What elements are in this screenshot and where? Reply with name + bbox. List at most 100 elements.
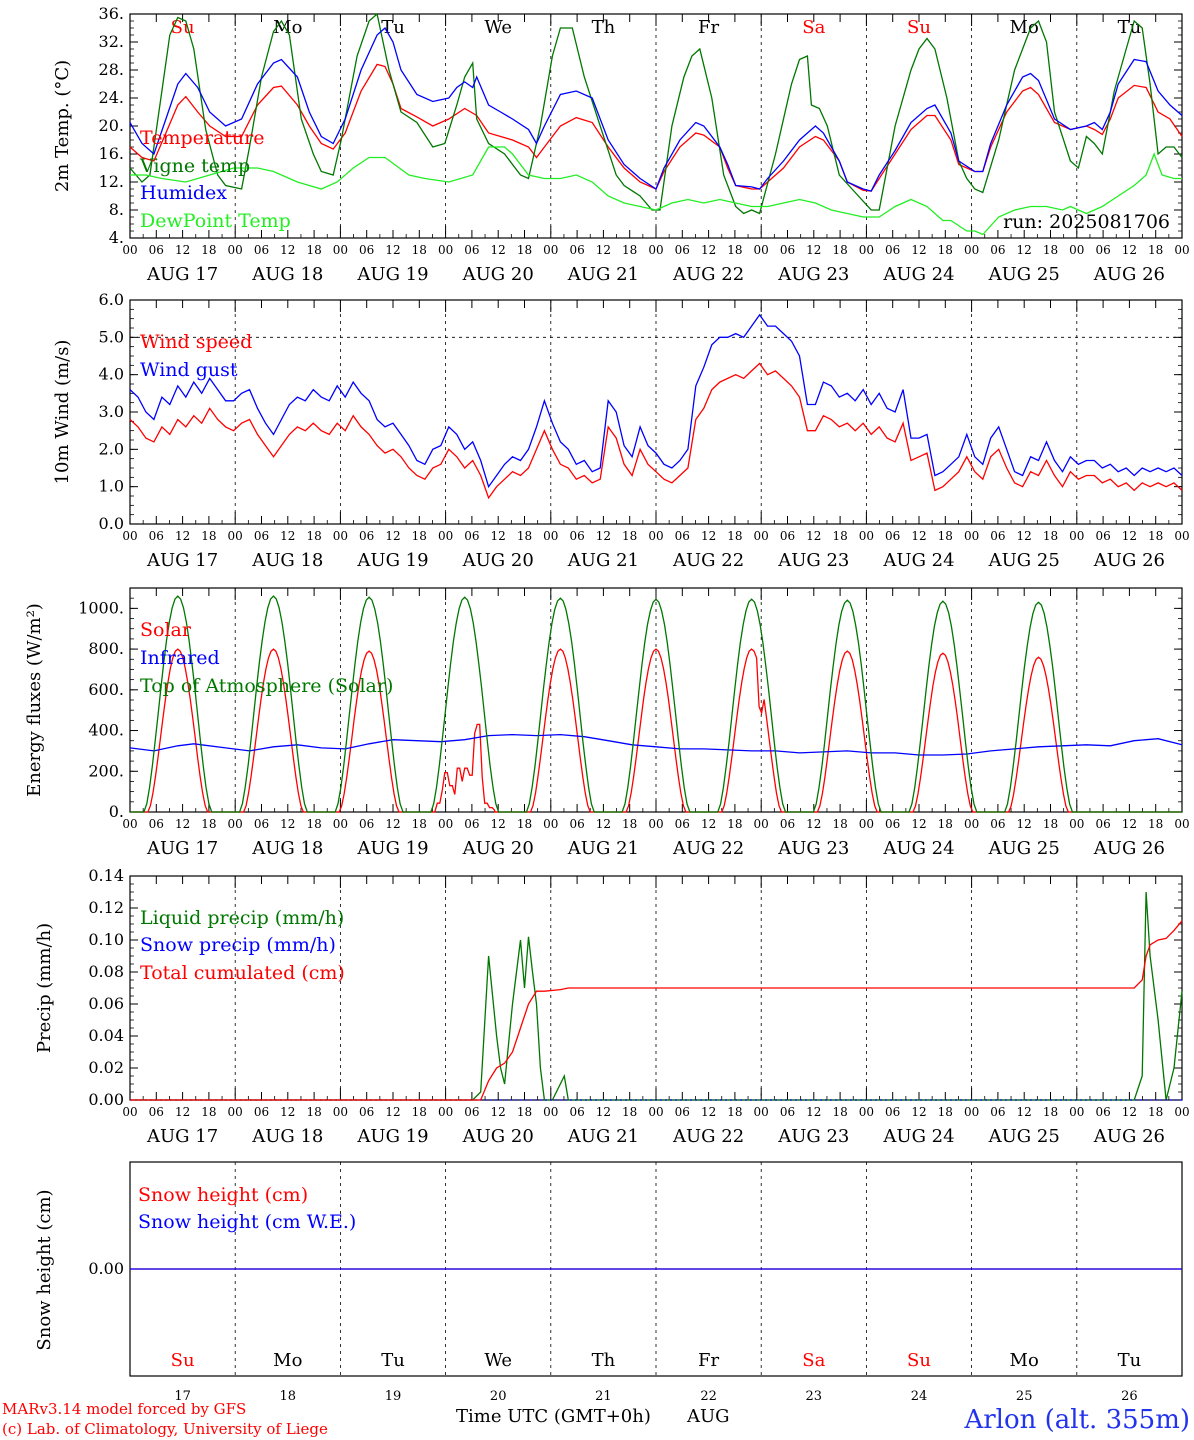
date-label: AUG 19 [356, 550, 428, 571]
hour-tick-label: 12 [280, 1105, 295, 1119]
y-tick-label: 0.00 [88, 1259, 124, 1278]
series-line-vigne-temp [129, 12, 1183, 215]
y-tick-label: 6.0 [99, 290, 124, 309]
hour-tick-label: 12 [911, 1105, 926, 1119]
weekday-label: Mo [273, 17, 302, 38]
hour-tick-label: 00 [1174, 817, 1189, 831]
y-tick-label: 28. [99, 60, 124, 79]
date-label: AUG 22 [672, 264, 744, 285]
y-tick-label: 32. [99, 32, 124, 51]
date-label: AUG 19 [356, 838, 428, 859]
hour-tick-label: 18 [412, 529, 427, 543]
hour-tick-label: 06 [675, 243, 690, 257]
hour-tick-label: 12 [280, 529, 295, 543]
date-label: AUG 22 [672, 838, 744, 859]
precip-series [130, 891, 1183, 1101]
weekday-label: Th [592, 17, 616, 38]
hour-tick-label: 00 [333, 529, 348, 543]
legend-liquid-precip: Liquid precip (mm/h) [140, 907, 344, 929]
hour-tick-label: 00 [122, 529, 137, 543]
hour-tick-label: 00 [648, 529, 663, 543]
energy-y-axis: 0. 200. 400. 600. 800. 1000. [78, 587, 1182, 821]
weekday-label: We [484, 17, 512, 38]
date-label: AUG 24 [882, 1126, 954, 1147]
hour-tick-label: 06 [254, 1105, 269, 1119]
hour-tick-label: 00 [438, 243, 453, 257]
hour-tick-label: 06 [359, 1105, 374, 1119]
hour-tick-label: 06 [464, 1105, 479, 1119]
hour-tick-label: 06 [464, 817, 479, 831]
weekday-label: Su [171, 1350, 195, 1371]
energy-day-lines [234, 588, 1078, 812]
hour-tick-label: 18 [517, 243, 532, 257]
date-label: AUG 23 [777, 550, 849, 571]
date-label: AUG 17 [146, 1126, 218, 1147]
date-label: AUG 21 [567, 264, 639, 285]
hour-tick-label: 00 [859, 1105, 874, 1119]
temperature-axis-title: 2m Temp. (°C) [52, 60, 73, 192]
y-tick-label: 8. [109, 200, 124, 219]
hour-tick-label: 12 [1017, 529, 1032, 543]
hour-tick-label: 18 [1148, 1105, 1163, 1119]
hour-tick-label: 06 [780, 1105, 795, 1119]
weekday-label: Sa [802, 1350, 825, 1371]
hour-tick-label: 18 [622, 1105, 637, 1119]
weekday-label: Tu [381, 1350, 405, 1371]
hour-tick-label: 00 [964, 529, 979, 543]
hour-tick-label: 06 [569, 243, 584, 257]
hour-tick-label: 00 [228, 243, 243, 257]
hour-tick-label: 12 [911, 243, 926, 257]
hour-tick-label: 00 [1069, 529, 1084, 543]
date-label: AUG 19 [356, 1126, 428, 1147]
hour-tick-label: 06 [990, 243, 1005, 257]
hour-tick-label: 18 [622, 243, 637, 257]
hour-tick-label: 06 [569, 817, 584, 831]
hour-tick-label: 18 [201, 817, 216, 831]
hour-tick-label: 12 [385, 243, 400, 257]
temperature-weekday-labels: Su Mo Tu We Th Fr Sa Su Mo Tu [171, 17, 1142, 38]
hour-tick-label: 18 [306, 529, 321, 543]
hour-tick-label: 06 [885, 529, 900, 543]
weekday-label: Tu [1118, 17, 1142, 38]
series-line-top-of-atmosphere-solar [130, 595, 1182, 813]
hour-tick-label: 18 [938, 817, 953, 831]
date-label: AUG 20 [462, 264, 534, 285]
hour-tick-label: 06 [1095, 243, 1110, 257]
hour-tick-label: 12 [701, 529, 716, 543]
y-tick-label: 24. [99, 88, 124, 107]
wind-series [129, 313, 1183, 500]
date-label: AUG 21 [567, 1126, 639, 1147]
hour-tick-label: 06 [359, 243, 374, 257]
hour-tick-label: 12 [1122, 243, 1137, 257]
y-tick-label: 600. [88, 680, 124, 699]
day-number: 22 [700, 1389, 717, 1404]
legend-toa-solar: Top of Atmosphere (Solar) [140, 675, 393, 697]
hour-tick-label: 00 [122, 243, 137, 257]
hour-tick-label: 06 [254, 243, 269, 257]
series-line-temperature [129, 63, 1183, 192]
series-line-infrared [129, 733, 1183, 756]
hour-tick-label: 18 [832, 817, 847, 831]
hour-tick-label: 12 [491, 817, 506, 831]
hour-tick-label: 18 [412, 817, 427, 831]
hour-tick-label: 00 [543, 529, 558, 543]
date-label: AUG 21 [567, 838, 639, 859]
day-number: 18 [280, 1389, 297, 1404]
hour-tick-label: 00 [754, 817, 769, 831]
y-tick-label: 0.04 [88, 1026, 124, 1045]
hour-tick-label: 00 [754, 1105, 769, 1119]
hour-tick-label: 00 [859, 529, 874, 543]
energy-panel: 0. 200. 400. 600. 800. 1000. 00 06 12 18 00 06 12 18… [24, 587, 1190, 859]
hour-tick-label: 06 [1095, 817, 1110, 831]
y-tick-label: 20. [99, 116, 124, 135]
y-tick-label: 5.0 [99, 327, 124, 346]
series-line-humidex [129, 26, 1183, 192]
snow-panel: 0.00 Su Mo Tu We Th Fr Sa Su Mo Tu 17 18 19 20 21 22 23… [34, 1161, 1183, 1404]
hour-tick-label: 12 [1017, 243, 1032, 257]
y-tick-label: 0.10 [88, 930, 124, 949]
hour-tick-label: 00 [648, 817, 663, 831]
date-label: AUG 23 [777, 838, 849, 859]
weekday-label: We [484, 1350, 512, 1371]
date-label: AUG 19 [356, 264, 428, 285]
legend-snow-precip: Snow precip (mm/h) [140, 934, 336, 956]
